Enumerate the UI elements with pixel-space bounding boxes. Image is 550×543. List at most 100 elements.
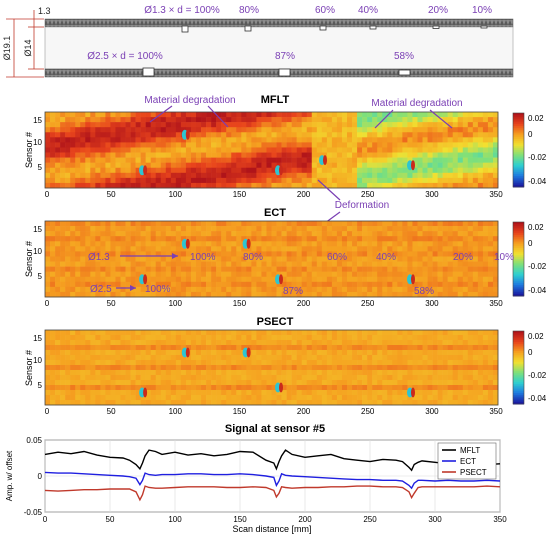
heatmap-cell xyxy=(301,132,308,138)
heatmap-cell xyxy=(452,167,459,174)
heatmap-cell xyxy=(226,360,232,366)
heatmap-cell xyxy=(352,167,358,174)
heatmap-cell xyxy=(357,375,363,381)
heatmap-cell xyxy=(281,390,287,396)
heatmap-cell xyxy=(341,147,348,153)
heatmap-cell xyxy=(216,350,222,356)
heatmap-cell xyxy=(216,256,222,262)
heatmap-cell xyxy=(442,147,448,153)
heatmap-cell xyxy=(115,122,121,128)
heatmap-cell xyxy=(291,286,297,293)
heatmap-cell xyxy=(417,375,423,381)
defect-indication xyxy=(143,387,148,398)
heatmap-cell xyxy=(266,117,272,123)
colorbar-swatch xyxy=(513,255,524,258)
heatmap-cell xyxy=(201,335,207,341)
heatmap-cell xyxy=(55,395,61,401)
heatmap-cell xyxy=(387,256,393,262)
heatmap-cell xyxy=(316,221,323,227)
heatmap-cell xyxy=(160,117,167,123)
heatmap-cell xyxy=(462,147,469,153)
heatmap-cell xyxy=(407,117,413,123)
heatmap-cell xyxy=(462,226,469,232)
heatmap-cell xyxy=(175,241,182,247)
heatmap-cell xyxy=(357,167,363,174)
heatmap-cell xyxy=(241,167,247,174)
heatmap-cell xyxy=(271,360,277,366)
y-tick-label: 10 xyxy=(33,138,42,147)
heatmap-cell xyxy=(221,335,227,341)
heatmap-cell xyxy=(135,221,141,227)
heatmap-cell xyxy=(357,152,363,158)
heatmap-cell xyxy=(231,152,237,158)
heatmap-cell xyxy=(472,147,479,153)
heatmap-cell xyxy=(256,137,262,143)
heatmap-cell xyxy=(130,226,136,232)
heatmap-cell xyxy=(477,117,484,123)
heatmap-cell xyxy=(50,395,56,401)
heatmap-cell xyxy=(190,122,197,128)
heatmap-cell xyxy=(492,167,499,174)
heatmap-cell xyxy=(492,350,499,356)
heatmap-cell xyxy=(75,241,81,247)
heatmap-cell xyxy=(185,112,192,118)
heatmap-cell xyxy=(256,177,262,184)
heatmap-cell xyxy=(432,132,438,138)
colorbar-swatch xyxy=(513,138,524,142)
heatmap-cell xyxy=(155,246,162,252)
heatmap-cell xyxy=(336,147,343,153)
heatmap-cell xyxy=(286,365,292,371)
heatmap-cell xyxy=(422,271,428,278)
heatmap-cell xyxy=(331,375,338,381)
heatmap-cell xyxy=(226,231,232,237)
heatmap-cell xyxy=(60,266,66,272)
heatmap-cell xyxy=(316,137,323,143)
heatmap-cell xyxy=(407,236,413,242)
heatmap-cell xyxy=(155,330,162,336)
heatmap-cell xyxy=(155,221,162,227)
heatmap-cell xyxy=(447,142,453,148)
heatmap-cell xyxy=(492,355,499,361)
heatmap-cell xyxy=(402,182,408,189)
heatmap-cell xyxy=(160,281,167,288)
heatmap-cell xyxy=(372,167,378,174)
heatmap-cell xyxy=(397,162,403,169)
heatmap-cell xyxy=(185,271,192,278)
heatmap-cell xyxy=(175,226,182,232)
heatmap-cell xyxy=(417,390,423,396)
heatmap-cell xyxy=(185,117,192,123)
heatmap-cell xyxy=(407,380,413,386)
heatmap-cell xyxy=(120,276,126,283)
heatmap-cell xyxy=(432,152,438,158)
heatmap-cell xyxy=(45,182,51,189)
heatmap-cell xyxy=(261,355,267,361)
heatmap-cell xyxy=(226,177,232,184)
heatmap-cell xyxy=(392,112,398,118)
heatmap-cell xyxy=(306,355,313,361)
top-depth-label: 80% xyxy=(239,5,259,16)
heatmap-cell xyxy=(100,157,106,163)
heatmap-cell xyxy=(120,122,126,128)
heatmap-cell xyxy=(90,137,96,143)
heatmap-cell xyxy=(90,345,96,351)
heatmap-cell xyxy=(175,162,182,169)
heatmap-cell xyxy=(442,370,448,376)
heatmap-cell xyxy=(316,246,323,252)
heatmap-cell xyxy=(70,271,76,278)
heatmap-cell xyxy=(417,152,423,158)
heatmap-cell xyxy=(125,162,131,169)
heatmap-cell xyxy=(387,152,393,158)
heatmap-cell xyxy=(477,400,484,406)
heatmap-cell xyxy=(85,375,91,381)
heatmap-cell xyxy=(331,335,338,341)
heatmap-cell xyxy=(367,221,373,227)
heatmap-cell xyxy=(55,385,61,391)
heatmap-cell xyxy=(216,142,222,148)
heatmap-cell xyxy=(457,117,464,123)
heatmap-cell xyxy=(140,157,146,163)
heatmap-cell xyxy=(271,122,277,128)
heatmap-cell xyxy=(85,246,91,252)
colorbar-swatch xyxy=(513,236,524,240)
heatmap-cell xyxy=(392,137,398,143)
heatmap-cell xyxy=(125,350,131,356)
